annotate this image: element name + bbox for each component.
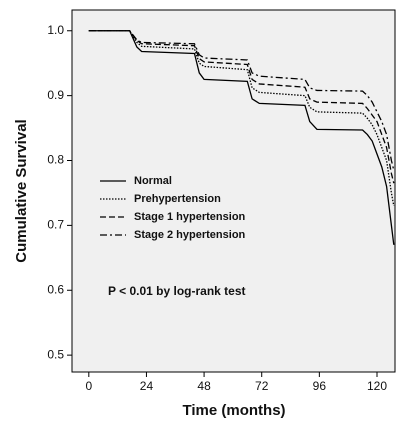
legend-text: Prehypertension — [134, 193, 221, 205]
x-tick-label: 120 — [367, 379, 387, 393]
survival-curve — [88, 30, 395, 171]
y-tick-label: 0.9 — [47, 88, 64, 102]
x-tick-label: 0 — [85, 379, 92, 393]
survival-curve — [88, 30, 395, 245]
y-tick-label: 0.5 — [47, 347, 64, 361]
y-tick-label: 1.0 — [47, 23, 64, 37]
legend-text: Normal — [134, 175, 172, 187]
annotation: P < 0.01 by log-rank test — [108, 284, 246, 298]
y-tick-label: 0.6 — [47, 282, 64, 296]
y-tick-label: 0.7 — [47, 218, 64, 232]
x-tick-label: 48 — [197, 379, 211, 393]
x-tick-label: 24 — [140, 379, 154, 393]
legend-text: Stage 1 hypertension — [134, 211, 246, 223]
y-tick-label: 0.8 — [47, 153, 64, 167]
plot-area — [71, 9, 396, 373]
x-axis-title: Time (months) — [182, 402, 285, 419]
x-tick-label: 72 — [255, 379, 269, 393]
survival-curve — [88, 30, 395, 207]
x-tick-label: 96 — [313, 379, 327, 393]
survival-curve — [88, 30, 395, 184]
legend-text: Stage 2 hypertension — [134, 229, 246, 241]
y-axis-title: Cumulative Survival — [13, 119, 30, 262]
